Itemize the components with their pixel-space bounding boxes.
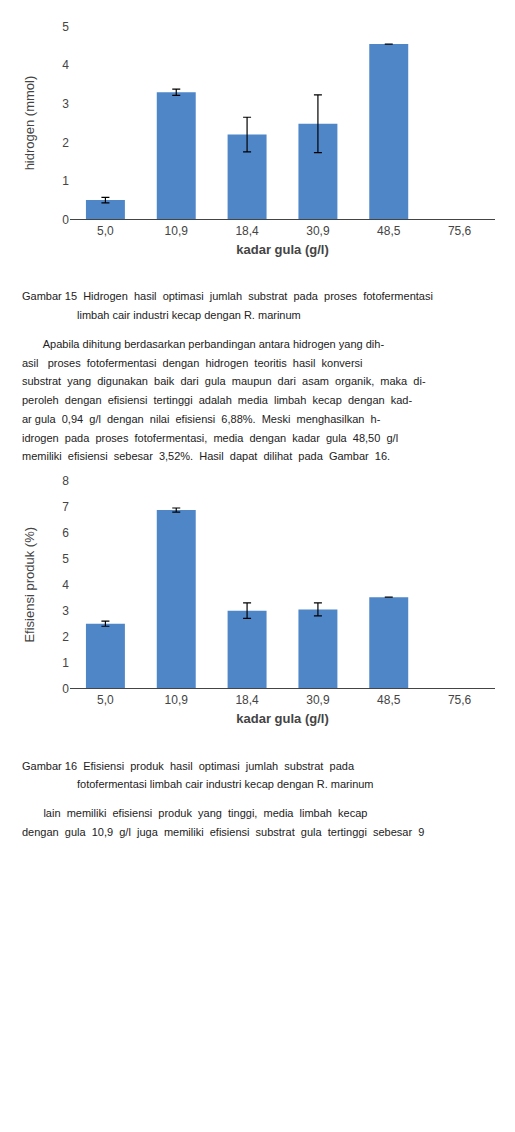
svg-text:4: 4 [62,578,69,592]
svg-text:idrogen pada proses fotofer: idrogen pada proses fotofermentasi, medi… [22,432,398,444]
svg-text:ar gula 0,94 g/l dengan ni: ar gula 0,94 g/l dengan nilai efisiensi … [22,413,381,425]
svg-text:30,9: 30,9 [306,693,330,707]
svg-text:5,0: 5,0 [97,224,114,238]
svg-text:6: 6 [62,526,69,540]
svg-text:48,5: 48,5 [377,224,401,238]
svg-text:18,4: 18,4 [235,224,259,238]
svg-text:3: 3 [62,97,69,111]
svg-text:2: 2 [62,630,69,644]
svg-text:30,9: 30,9 [306,224,330,238]
svg-text:1: 1 [62,656,69,670]
svg-text:48,5: 48,5 [377,693,401,707]
svg-text:0: 0 [62,213,69,227]
svg-text:5,0: 5,0 [97,693,114,707]
svg-text:5: 5 [62,20,69,34]
svg-text:2: 2 [62,136,69,150]
svg-text:Apabila dihitung berdasarkan p: Apabila dihitung berdasarkan perbandinga… [22,338,384,350]
svg-text:1: 1 [62,174,69,188]
svg-text:peroleh dengan efisiensi te: peroleh dengan efisiensi tertinggi adala… [22,394,412,406]
svg-text:memiliki efisiensi sebesar: memiliki efisiensi sebesar 3,52%. Hasil … [22,450,390,462]
svg-text:75,6: 75,6 [448,693,472,707]
svg-text:Gambar 15 Hidrogen hasil op: Gambar 15 Hidrogen hasil optimasi jumlah… [22,290,433,302]
svg-text:hidrogen (mmol): hidrogen (mmol) [22,76,37,171]
svg-text:kadar gula (g/l): kadar gula (g/l) [236,711,328,726]
svg-text:8: 8 [62,474,69,488]
svg-text:dengan gula 10,9 g/l juga: dengan gula 10,9 g/l juga memiliki efisi… [22,826,424,838]
svg-text:asil proses fotofermentasi: asil proses fotofermentasi dengan hidrog… [22,357,363,369]
svg-text:lain memiliki efisiensi pro: lain memiliki efisiensi produk yang ting… [22,807,367,819]
svg-text:10,9: 10,9 [165,693,189,707]
svg-text:fotofermentasi limbah cair ind: fotofermentasi limbah cair industri keca… [77,778,374,790]
svg-text:Efisiensi produk (%): Efisiensi produk (%) [22,527,37,643]
svg-text:limbah cair industri kecap den: limbah cair industri kecap dengan R. mar… [77,309,301,321]
svg-text:7: 7 [62,500,69,514]
svg-text:3: 3 [62,604,69,618]
svg-text:4: 4 [62,58,69,72]
svg-text:10,9: 10,9 [165,224,189,238]
svg-text:Gambar 16 Efisiensi produk: Gambar 16 Efisiensi produk hasil optimas… [22,760,355,772]
svg-text:0: 0 [62,682,69,696]
svg-text:5: 5 [62,552,69,566]
svg-text:substrat yang digunakan bai: substrat yang digunakan baik dari gula m… [22,375,426,387]
svg-text:75,6: 75,6 [448,224,472,238]
svg-text:kadar gula (g/l): kadar gula (g/l) [236,242,328,257]
svg-text:18,4: 18,4 [235,693,259,707]
